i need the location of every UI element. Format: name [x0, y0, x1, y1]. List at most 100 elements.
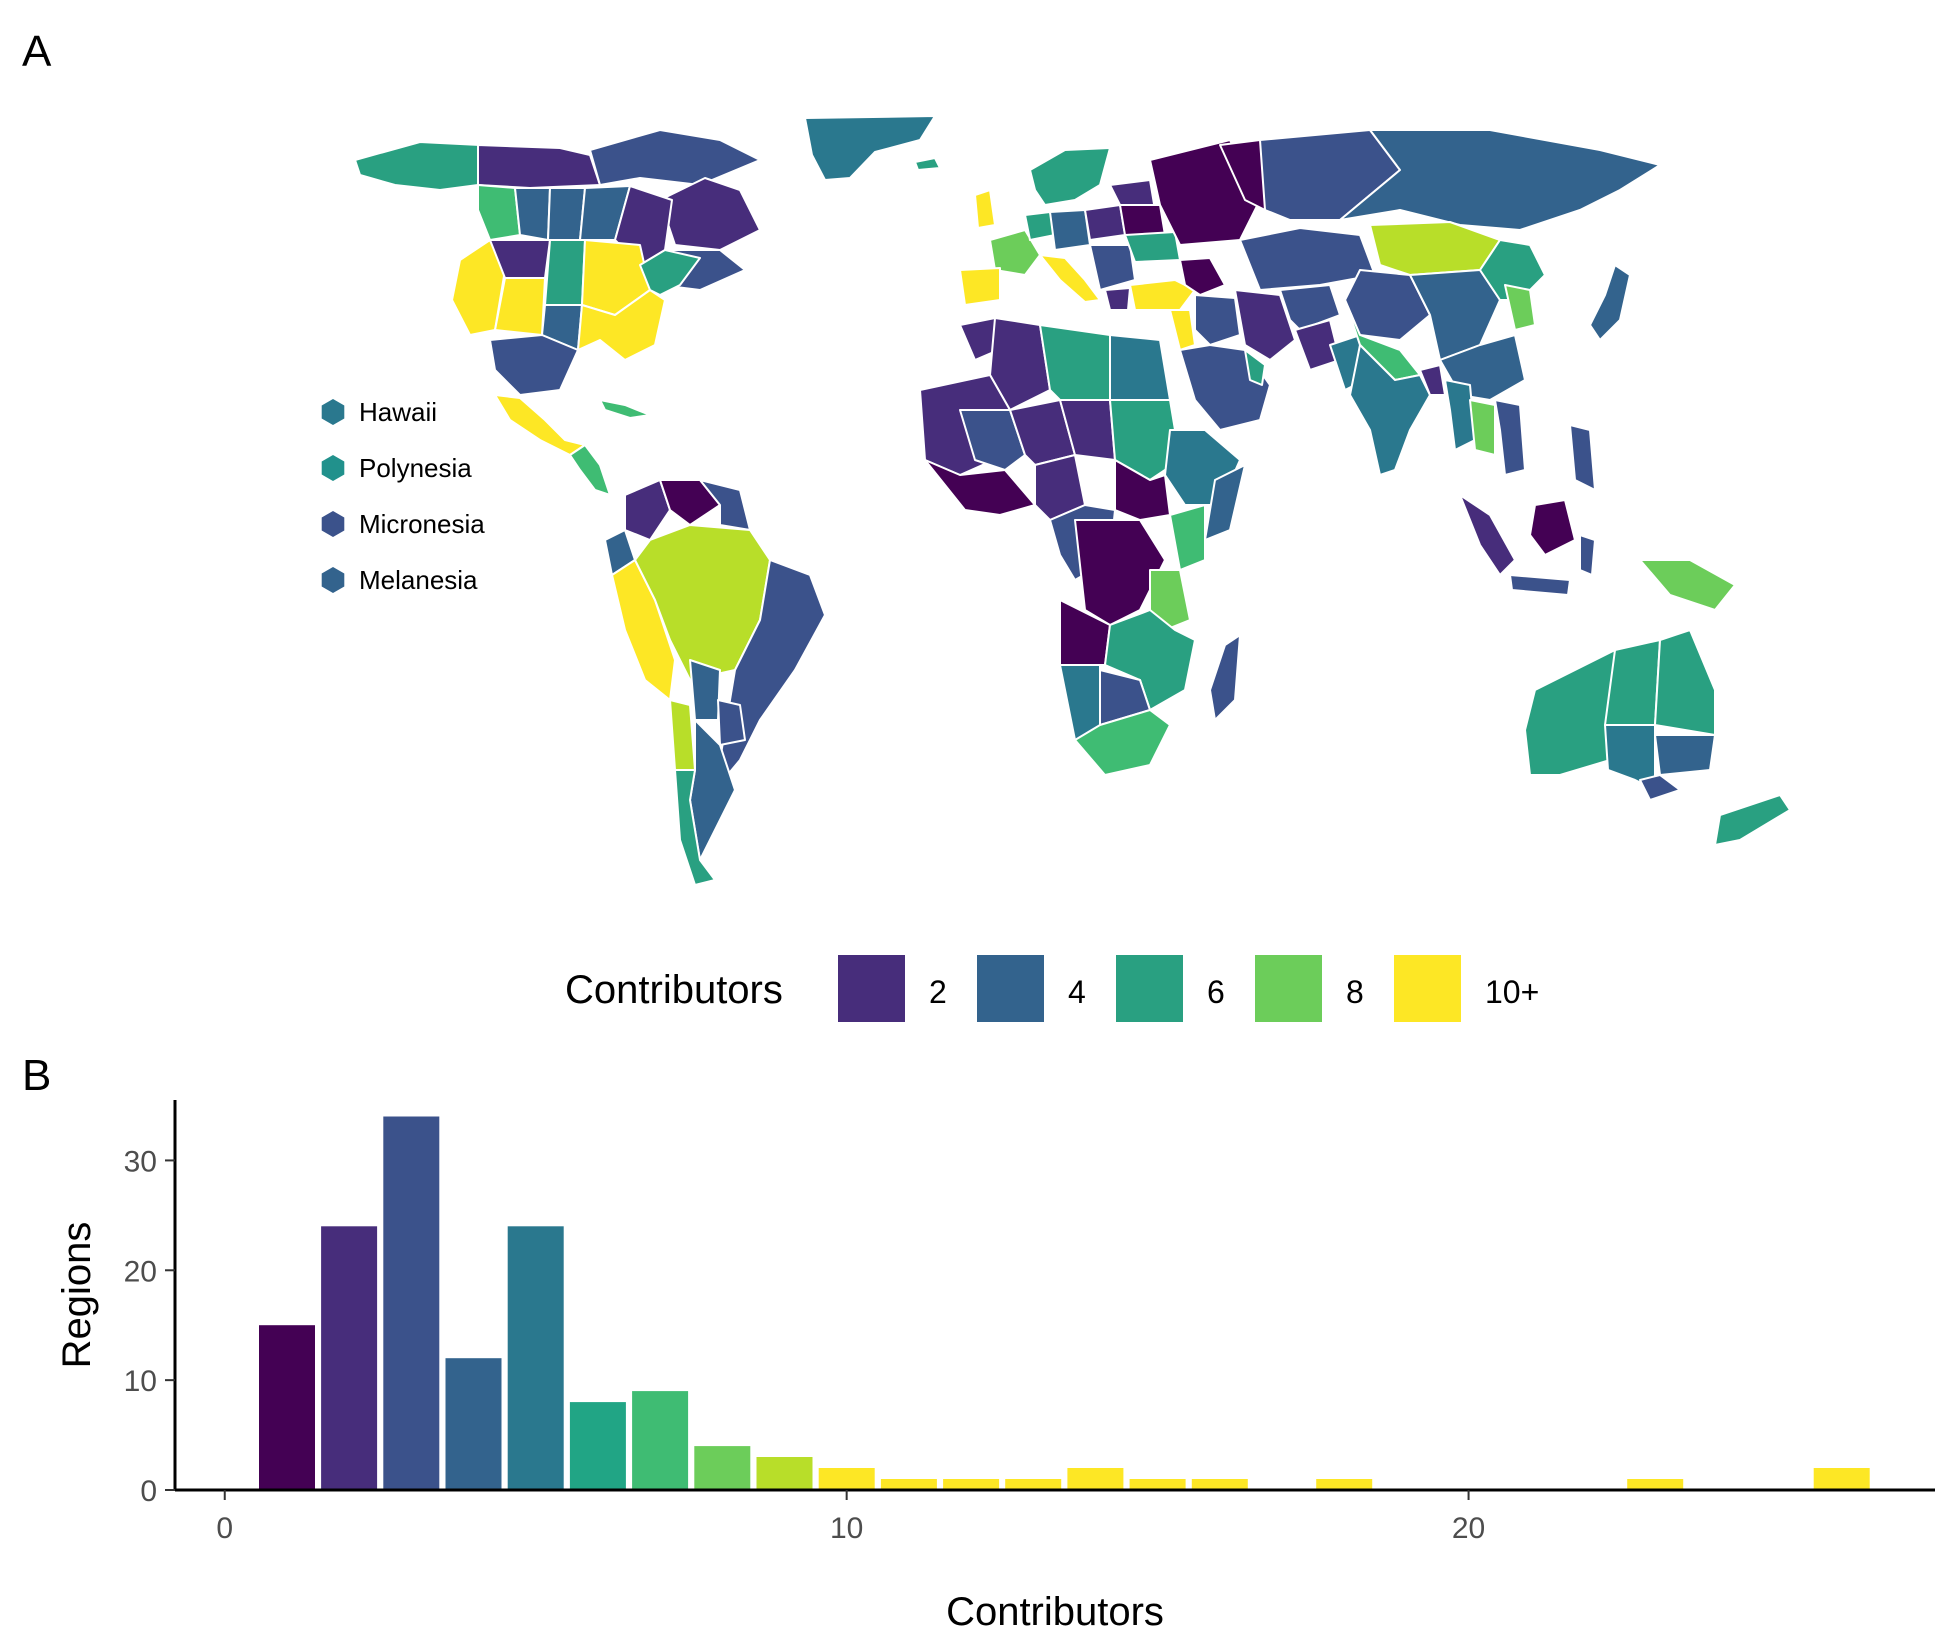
bar	[321, 1226, 378, 1490]
region-france	[989, 229, 1041, 276]
x-ticks: 0 10 20	[216, 1490, 1485, 1545]
region-greece	[1104, 287, 1131, 311]
legend-key-label: 6	[1207, 974, 1225, 1010]
map-legend: Contributors 2 4 6 8 10+	[565, 955, 1539, 1022]
island-label: Micronesia	[359, 509, 485, 539]
region-drc	[1074, 519, 1166, 626]
region-caribbean	[599, 399, 651, 419]
region-thailand	[1469, 399, 1496, 456]
region-paraguay	[717, 699, 746, 746]
y-tick-label: 10	[124, 1365, 157, 1398]
region-gulf-guinea	[924, 459, 1036, 516]
region-india	[1349, 344, 1431, 476]
y-ticks: 0 10 20 30	[124, 1145, 175, 1508]
region-sulawesi	[1579, 534, 1596, 576]
region-new-zealand	[1714, 794, 1791, 846]
region-scandinavia	[1029, 147, 1111, 206]
island-label: Polynesia	[359, 453, 472, 483]
bar	[1067, 1468, 1124, 1490]
bar	[632, 1391, 689, 1490]
region-java	[1509, 574, 1571, 596]
region-greenland	[804, 115, 936, 181]
region-borneo	[1529, 499, 1576, 556]
region-queensland	[1654, 629, 1716, 736]
legend-title: Contributors	[565, 968, 783, 1012]
region-guianas	[699, 479, 751, 531]
x-tick-label: 10	[830, 1512, 863, 1545]
region-us-texas	[489, 334, 579, 396]
island-label: Hawaii	[359, 397, 437, 427]
bar	[1191, 1479, 1248, 1490]
region-germany	[1049, 209, 1091, 251]
y-tick-label: 30	[124, 1145, 157, 1178]
region-south-africa	[1074, 709, 1171, 776]
bar	[694, 1446, 751, 1490]
legend-key	[977, 955, 1044, 1022]
region-canada-north	[589, 129, 761, 186]
region-libya	[1039, 324, 1111, 401]
region-us-mountain-s	[494, 277, 546, 336]
legend-key-label: 4	[1068, 974, 1086, 1010]
legend-key-label: 2	[929, 974, 947, 1010]
region-gulf	[1244, 349, 1266, 386]
region-us-northeast	[639, 249, 701, 296]
y-tick-label: 0	[140, 1475, 157, 1508]
region-balkans	[1089, 244, 1136, 291]
bars	[259, 1116, 1870, 1490]
region-belarus	[1119, 204, 1166, 236]
bar	[507, 1226, 564, 1490]
region-chile-s	[674, 769, 716, 886]
region-nsw	[1654, 734, 1716, 776]
region-japan	[1589, 264, 1631, 341]
panel-b-label: B	[22, 1051, 51, 1100]
region-philippines	[1569, 424, 1596, 491]
bar	[880, 1479, 937, 1490]
legend-key	[1116, 955, 1183, 1022]
x-axis-title: Contributors	[946, 1590, 1164, 1634]
world-map	[354, 115, 1791, 886]
island-marker-icon	[321, 511, 345, 537]
region-us-plains-n	[544, 239, 586, 306]
region-poland	[1084, 204, 1126, 241]
region-turkey	[1129, 279, 1196, 311]
x-tick-label: 0	[216, 1512, 233, 1545]
bar	[1005, 1479, 1062, 1490]
bar-chart: 0 10 20 30 0 10 20 Contributors Regions	[55, 1100, 1935, 1634]
legend-key	[1394, 955, 1461, 1022]
region-bangladesh	[1419, 364, 1446, 396]
region-vietnam	[1494, 399, 1526, 476]
y-tick-label: 20	[124, 1255, 157, 1288]
legend-key-label: 10+	[1485, 974, 1539, 1010]
island-marker-icon	[321, 455, 345, 481]
region-egypt	[1109, 334, 1171, 401]
region-uk	[974, 189, 996, 229]
bar	[756, 1457, 813, 1490]
y-axis-title: Regions	[55, 1222, 99, 1369]
legend-keys: 2 4 6 8 10+	[838, 955, 1539, 1022]
region-korea	[1504, 284, 1536, 331]
legend-key	[1255, 955, 1322, 1022]
region-canada-east	[659, 177, 761, 251]
region-bolivia	[689, 659, 721, 721]
region-iran	[1234, 289, 1296, 361]
region-sumatra	[1459, 494, 1516, 576]
region-chile-n	[669, 699, 696, 771]
region-somalia	[1204, 464, 1246, 541]
x-tick-label: 20	[1452, 1512, 1485, 1545]
region-algeria	[989, 317, 1051, 411]
region-ukraine	[1124, 231, 1181, 263]
region-new-guinea	[1639, 559, 1736, 611]
bar	[1813, 1468, 1870, 1490]
region-kenya	[1169, 504, 1206, 571]
bar	[818, 1468, 875, 1490]
region-iraq	[1194, 294, 1241, 346]
region-zambia	[1104, 609, 1196, 711]
region-bc	[477, 184, 521, 241]
region-russia-e	[1339, 129, 1661, 231]
region-alberta	[514, 187, 551, 241]
region-venezuela	[659, 479, 721, 526]
bar	[1627, 1479, 1684, 1490]
island-markers: Hawaii Polynesia Micronesia Melanesia	[321, 397, 485, 595]
bar	[943, 1479, 1000, 1490]
region-mongolia	[1369, 221, 1501, 276]
